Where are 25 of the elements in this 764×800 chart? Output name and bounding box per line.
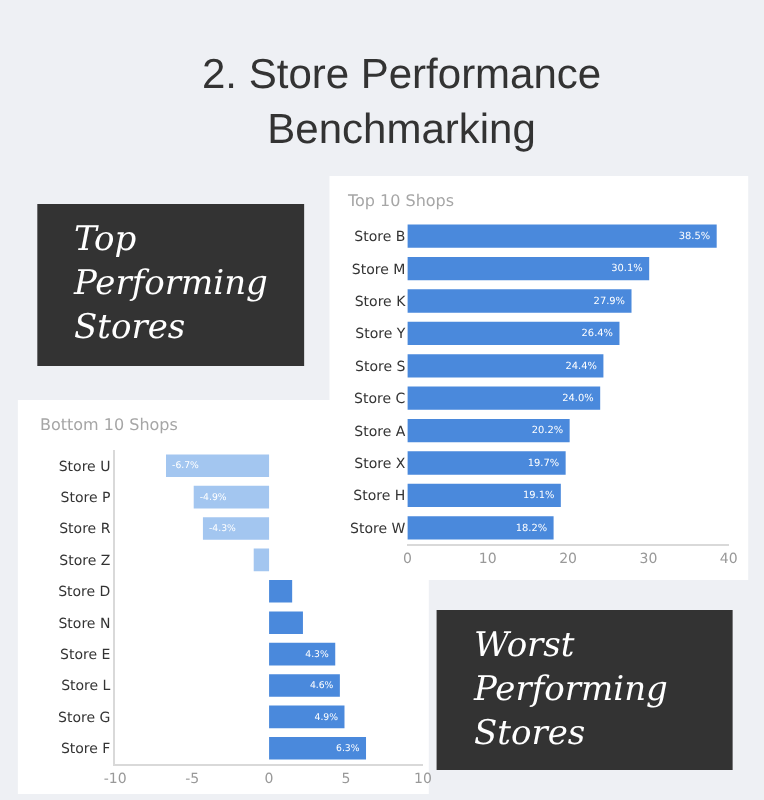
bar (253, 548, 270, 572)
bar (269, 674, 340, 697)
bar (269, 737, 367, 760)
bar (407, 516, 554, 540)
bar (269, 642, 336, 666)
bar (193, 485, 270, 509)
bar (269, 580, 293, 603)
bar (407, 386, 601, 410)
bar (407, 483, 561, 508)
bar (202, 517, 270, 540)
bar (407, 289, 632, 313)
bar (269, 611, 303, 634)
bar (269, 705, 345, 729)
bar (407, 256, 650, 281)
text: Top Performing Stores (72, 220, 269, 349)
bar (407, 224, 717, 248)
bar (166, 454, 270, 477)
chart-title: Top 10 Shops (346, 192, 455, 210)
bar (407, 321, 620, 346)
text: 2. Store Performance Benchmarking (202, 52, 602, 153)
bar (407, 451, 566, 475)
chart-title: Bottom 10 Shops (40, 416, 178, 434)
bar (407, 418, 570, 443)
bar (407, 354, 604, 378)
text: Worst Performing Stores (472, 626, 669, 755)
